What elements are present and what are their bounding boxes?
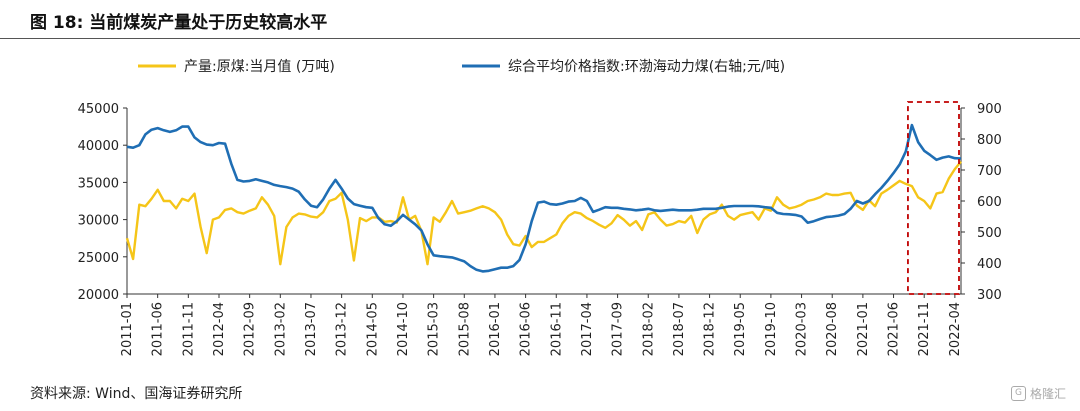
right-tick-label: 400 [977,257,1002,272]
x-tick-label: 2018-07 [672,302,687,356]
x-tick-label: 2019-05 [733,302,748,356]
figure-title-bar: 图 18: 当前煤炭产量处于历史较高水平 [0,0,1080,39]
x-tick-label: 2017-04 [580,302,595,356]
x-tick-label: 2021-01 [856,302,871,356]
x-tick-label: 2011-01 [120,302,135,356]
watermark: G 格隆汇 [1010,385,1066,402]
chart-series [125,123,962,273]
right-tick-label: 900 [977,102,1002,117]
left-tick-label: 30000 [78,214,119,229]
x-tick-label: 2022-04 [948,302,963,356]
x-tick-label: 2019-10 [764,302,779,356]
left-tick-label: 20000 [78,288,119,303]
right-tick-label: 600 [977,195,1002,210]
chart-legend: 产量:原煤:当月值 (万吨) 综合平均价格指数:环渤海动力煤(右轴;元/吨) [138,59,785,75]
x-tick-label: 2021-06 [887,302,902,356]
x-tick-label: 2018-02 [641,302,656,356]
x-tick-label: 2020-08 [825,302,840,356]
x-tick-label: 2016-11 [549,302,564,356]
watermark-text: 格隆汇 [1029,387,1066,401]
series-line-price-index [126,123,962,273]
x-tick-label: 2016-06 [519,302,534,356]
source-note: 资料来源: Wind、国海证券研究所 [30,386,243,402]
x-tick-label: 2013-02 [273,302,288,356]
x-tick-label: 2012-09 [243,302,258,356]
x-tick-label: 2013-07 [304,302,319,356]
legend-label: 产量:原煤:当月值 (万吨) [184,59,335,75]
left-tick-label: 40000 [78,139,119,154]
x-tick-label: 2014-05 [365,302,380,356]
x-tick-label: 2012-04 [212,302,227,356]
right-tick-label: 300 [977,288,1002,303]
left-tick-label: 45000 [78,102,119,117]
x-tick-label: 2018-12 [703,302,718,356]
highlight-box [907,101,960,295]
right-tick-label: 500 [977,226,1002,241]
line-chart: 产量:原煤:当月值 (万吨) 综合平均价格指数:环渤海动力煤(右轴;元/吨) 20… [78,59,1002,356]
x-tick-label: 2015-03 [427,302,442,356]
x-tick-label: 2013-12 [335,302,350,356]
x-tick-label: 2015-08 [457,302,472,356]
x-tick-label: 2020-03 [795,302,810,356]
watermark-logo-icon: G [1010,386,1026,401]
series-line-coal-output [125,160,962,266]
left-tick-label: 25000 [78,251,119,266]
right-tick-label: 800 [977,133,1002,148]
x-tick-label: 2014-10 [396,302,411,356]
x-tick-label: 2016-01 [488,302,503,356]
right-tick-label: 700 [977,164,1002,179]
chart-axes: 20000 25000 30000 35000 40000 45000 300 400 500 6… [78,102,1002,356]
x-tick-label: 2017-09 [611,302,626,356]
x-tick-label: 2021-11 [917,302,932,356]
highlight-dashed-box [907,101,960,295]
figure-title: 图 18: 当前煤炭产量处于历史较高水平 [30,13,328,33]
x-tick-label: 2011-11 [181,302,196,356]
legend-label: 综合平均价格指数:环渤海动力煤(右轴;元/吨) [508,59,785,75]
x-tick-label: 2011-06 [151,302,166,356]
left-tick-label: 35000 [78,176,119,191]
